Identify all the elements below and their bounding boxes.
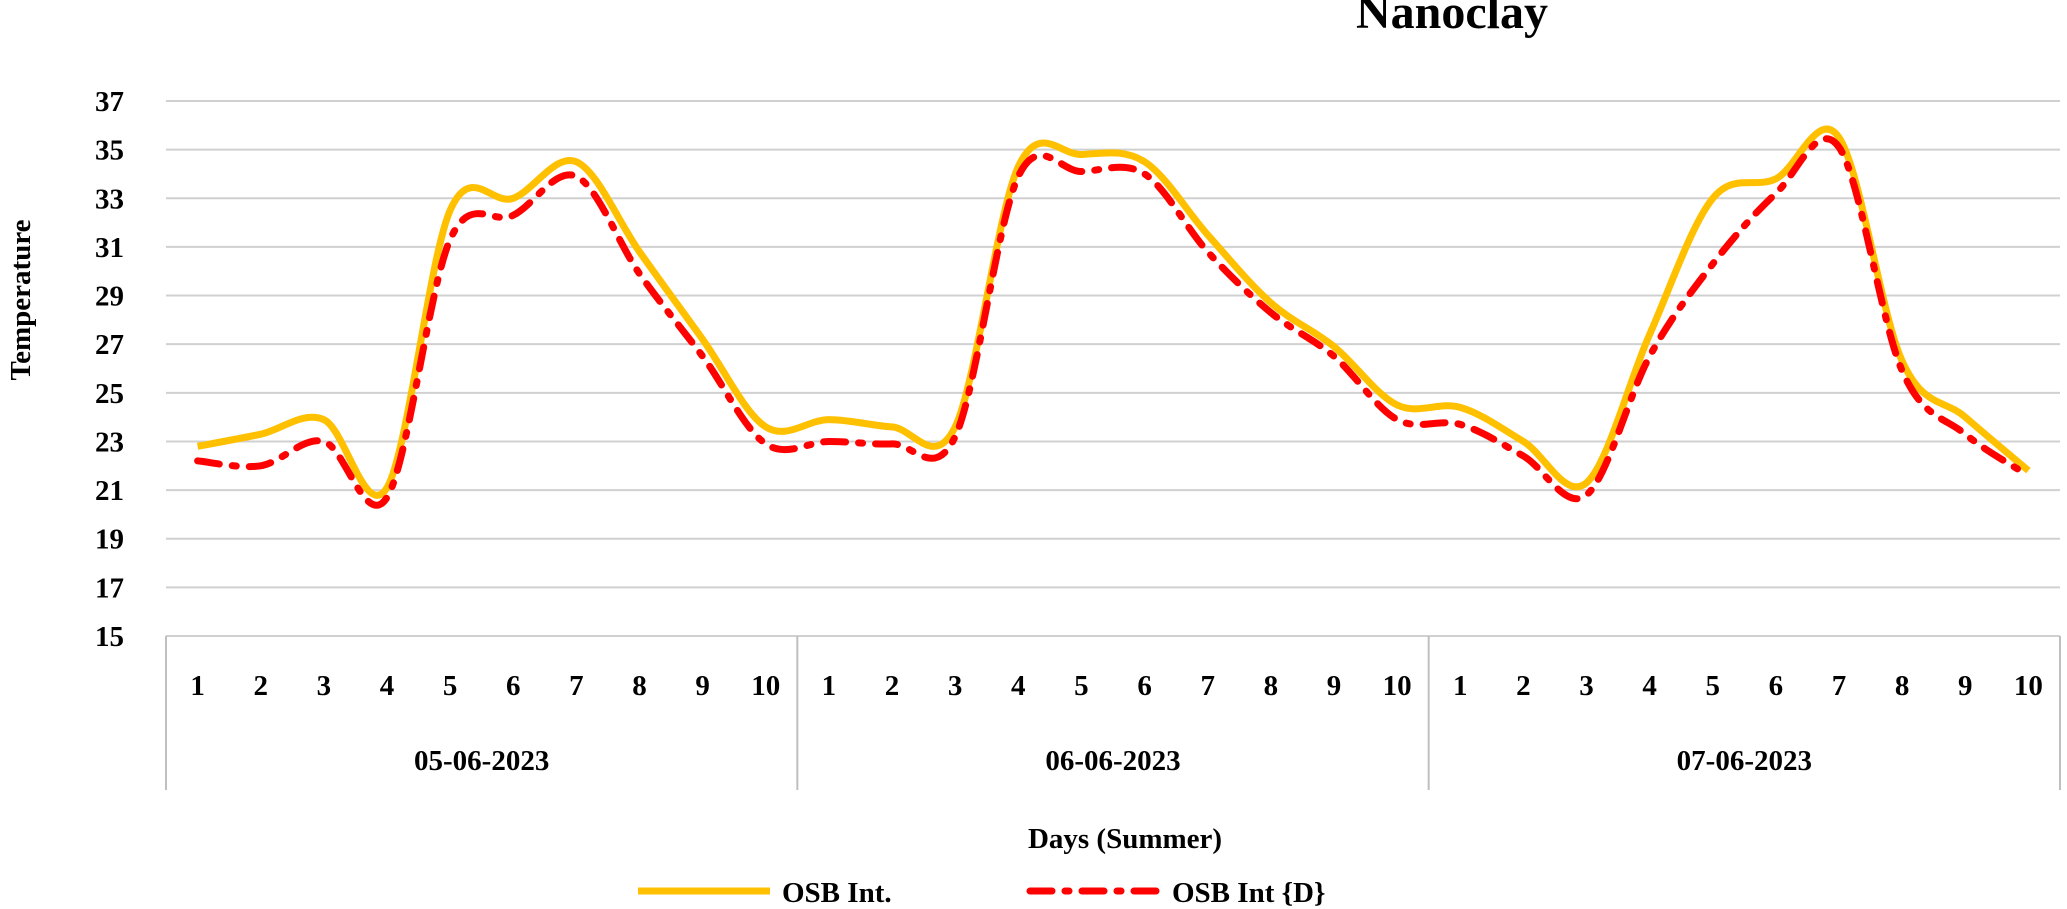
- chart-title: Nanoclay: [1356, 0, 1548, 39]
- gridlines: [166, 100, 2060, 637]
- legend-label-osb-int-d: OSB Int {D}: [1172, 877, 1325, 909]
- y-tick-label: 17: [95, 572, 124, 604]
- y-tick-label: 33: [95, 183, 124, 215]
- y-axis-label: Temperature: [5, 219, 37, 380]
- x-tick-label: 8: [1264, 670, 1279, 702]
- x-tick-label: 5: [1706, 670, 1721, 702]
- x-axis-tick-labels: 1 2 3 4 5 6 7 8 9 10 1 2 3 4 5 6 7 8 9 10 1 2 3 4 5 6 7 8 9 10: [190, 670, 2043, 702]
- y-tick-label: 15: [95, 621, 124, 653]
- x-group-label: 05-06-2023: [414, 745, 549, 777]
- y-tick-label: 23: [95, 426, 124, 458]
- x-tick-label: 10: [2014, 670, 2043, 702]
- x-tick-label: 4: [1011, 670, 1026, 702]
- x-tick-label: 5: [443, 670, 458, 702]
- x-tick-label: 1: [1453, 670, 1468, 702]
- x-axis: [165, 636, 2061, 790]
- x-tick-label: 3: [948, 670, 963, 702]
- x-tick-label: 2: [253, 670, 268, 702]
- x-tick-label: 4: [1642, 670, 1657, 702]
- y-tick-label: 37: [95, 86, 124, 118]
- y-tick-label: 31: [95, 232, 124, 264]
- x-tick-label: 8: [1895, 670, 1910, 702]
- x-tick-label: 9: [1958, 670, 1973, 702]
- x-tick-label: 3: [1579, 670, 1594, 702]
- x-axis-group-labels: 05-06-2023 06-06-2023 07-06-2023: [414, 745, 1812, 777]
- x-tick-label: 4: [380, 670, 395, 702]
- legend-label-osb-int: OSB Int.: [782, 877, 892, 909]
- y-tick-label: 27: [95, 329, 124, 361]
- x-group-label: 07-06-2023: [1677, 745, 1812, 777]
- x-tick-label: 5: [1074, 670, 1089, 702]
- x-tick-label: 3: [317, 670, 332, 702]
- y-tick-label: 19: [95, 524, 124, 556]
- x-group-label: 06-06-2023: [1045, 745, 1180, 777]
- x-tick-label: 7: [1200, 670, 1215, 702]
- x-tick-label: 9: [695, 670, 710, 702]
- x-tick-label: 8: [632, 670, 647, 702]
- y-tick-label: 35: [95, 135, 124, 167]
- x-tick-label: 7: [569, 670, 584, 702]
- x-axis-label: Days (Summer): [1028, 823, 1222, 855]
- legend: OSB Int. OSB Int {D}: [638, 877, 1325, 909]
- x-tick-label: 7: [1832, 670, 1847, 702]
- x-tick-label: 9: [1327, 670, 1342, 702]
- y-tick-label: 29: [95, 281, 124, 313]
- x-tick-label: 1: [190, 670, 205, 702]
- x-tick-label: 2: [1516, 670, 1531, 702]
- x-tick-label: 6: [1769, 670, 1784, 702]
- y-tick-label: 25: [95, 378, 124, 410]
- series-line-osb-int: [196, 125, 2031, 499]
- y-tick-label: 21: [95, 475, 124, 507]
- series-line-osb-int-d: [194, 135, 2032, 509]
- x-tick-label: 6: [506, 670, 521, 702]
- x-tick-label: 10: [1383, 670, 1412, 702]
- x-tick-label: 1: [822, 670, 837, 702]
- x-tick-label: 2: [885, 670, 900, 702]
- x-tick-label: 6: [1137, 670, 1152, 702]
- x-tick-label: 10: [751, 670, 780, 702]
- y-axis-tick-labels: 15 17 19 21 23 25 27 29 31 33 35 37: [95, 86, 124, 653]
- series-lines: [194, 125, 2032, 509]
